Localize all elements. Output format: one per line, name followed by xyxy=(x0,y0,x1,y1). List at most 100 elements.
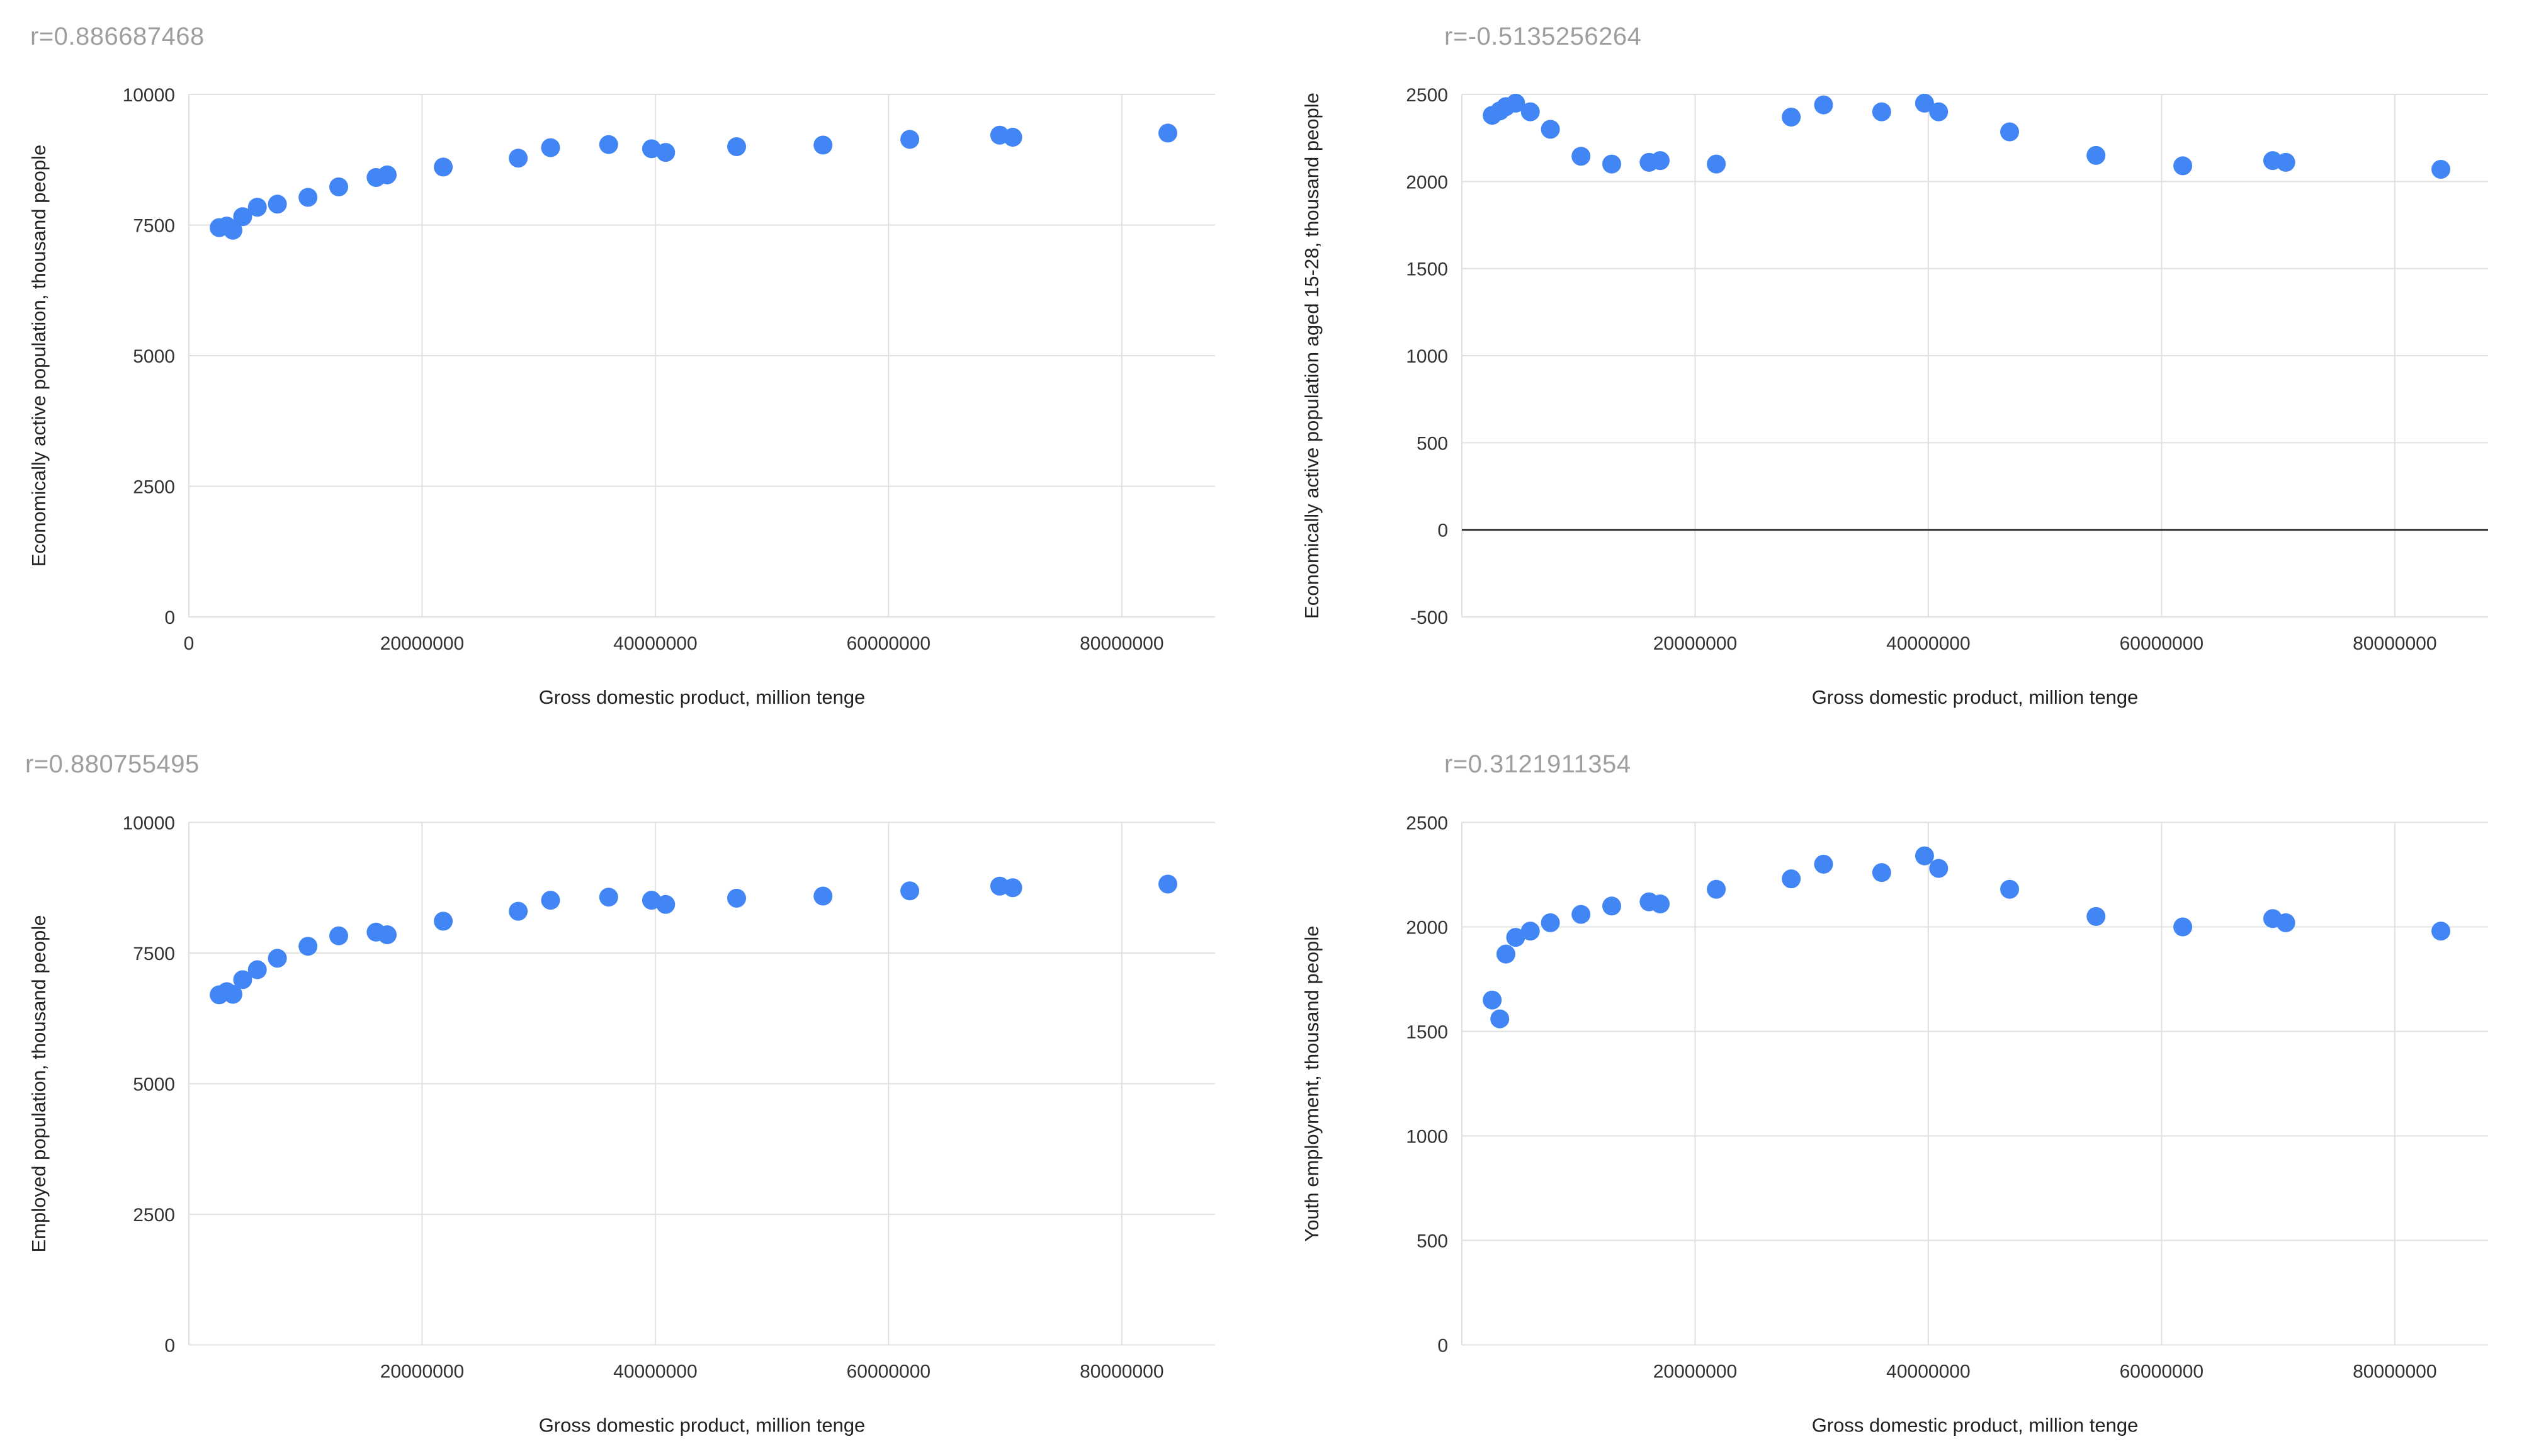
data-point xyxy=(727,888,747,908)
y-tick-label: 2000 xyxy=(1406,918,1448,939)
data-point xyxy=(2173,156,2193,176)
data-point xyxy=(2000,879,2020,899)
data-point xyxy=(813,886,833,906)
x-tick-label: 80000000 xyxy=(1080,633,1163,654)
data-point xyxy=(1707,879,1726,899)
data-point xyxy=(434,157,453,177)
y-tick-label: 1500 xyxy=(1406,259,1448,280)
data-point xyxy=(223,985,242,1004)
data-point xyxy=(329,926,349,945)
data-point xyxy=(1782,869,1801,889)
data-point xyxy=(2000,122,2020,142)
y-axis-title: Youth employment, thousand people xyxy=(1301,925,1323,1241)
data-point xyxy=(541,891,560,910)
x-tick-label: 20000000 xyxy=(380,1362,464,1382)
y-tick-label: 7500 xyxy=(133,944,175,964)
data-point xyxy=(1520,102,1540,121)
data-point xyxy=(509,901,528,921)
data-point xyxy=(1707,154,1726,174)
data-point xyxy=(1929,859,1949,878)
data-point xyxy=(1651,894,1670,913)
data-point xyxy=(1506,93,1525,113)
data-point xyxy=(1541,913,1560,932)
chart-cell-economically-active-youth: -500 0 500 1000 1500 2000 2500 20000000 40000000… xyxy=(1273,0,2546,728)
data-point xyxy=(233,207,252,227)
data-point xyxy=(2431,922,2451,941)
data-point xyxy=(727,137,747,156)
data-point xyxy=(2086,145,2106,165)
x-axis-title: Gross domestic product, million tenge xyxy=(539,686,866,708)
data-point xyxy=(378,165,397,184)
data-point xyxy=(2431,159,2451,179)
data-point xyxy=(1602,896,1622,916)
y-axis-title: Economically active population aged 15-2… xyxy=(1301,93,1323,619)
data-point xyxy=(900,130,920,149)
data-point xyxy=(298,188,318,207)
data-point xyxy=(509,149,528,168)
scatter-chart-economically-active: 0 2500 5000 7500 10000 0 20000000 40000000 60000… xyxy=(28,85,1215,708)
x-tick-label: 80000000 xyxy=(2353,633,2436,654)
x-tick-label: 40000000 xyxy=(613,633,697,654)
data-point xyxy=(2276,913,2295,932)
chart-title: r=0.3121911354 xyxy=(1444,750,1631,778)
x-tick-label: 40000000 xyxy=(1886,1362,1970,1382)
data-point xyxy=(1158,123,1178,143)
y-tick-label: 0 xyxy=(164,607,175,628)
y-tick-label: 5000 xyxy=(133,1075,175,1095)
data-point xyxy=(1158,874,1178,894)
data-point xyxy=(247,960,267,979)
data-point xyxy=(1541,120,1560,139)
data-point xyxy=(2276,152,2295,172)
data-point xyxy=(268,949,287,968)
data-point xyxy=(1872,863,1891,883)
scatter-chart-economically-active-youth: -500 0 500 1000 1500 2000 2500 20000000 40000000… xyxy=(1301,85,2488,708)
scatter-chart-employed-population: 0 2500 5000 7500 10000 20000000 40000000 600000… xyxy=(28,813,1215,1436)
data-point xyxy=(1814,95,1833,115)
x-tick-label: 40000000 xyxy=(1886,633,1970,654)
x-axis-title: Gross domestic product, million tenge xyxy=(1812,1414,2139,1436)
y-tick-label: 1000 xyxy=(1406,1127,1448,1148)
data-point xyxy=(1814,854,1833,874)
x-tick-label: 20000000 xyxy=(1653,1362,1737,1382)
y-tick-label: 0 xyxy=(164,1336,175,1357)
data-point xyxy=(378,925,397,944)
data-point xyxy=(1872,102,1891,121)
data-point xyxy=(2173,917,2193,937)
x-tick-label: 60000000 xyxy=(2120,1362,2204,1382)
y-axis-title: Economically active population, thousand… xyxy=(28,145,50,567)
y-tick-label: 1000 xyxy=(1406,346,1448,367)
data-point xyxy=(1915,846,1934,866)
x-tick-label: 60000000 xyxy=(847,633,931,654)
y-tick-label: 7500 xyxy=(133,216,175,237)
y-tick-label: 500 xyxy=(1417,433,1448,454)
x-tick-label: 0 xyxy=(184,633,195,654)
y-tick-label: 2500 xyxy=(133,1205,175,1226)
y-tick-label: 500 xyxy=(1417,1231,1448,1252)
chart-cell-employed-population: 0 2500 5000 7500 10000 20000000 40000000 600000… xyxy=(0,728,1273,1456)
chart-title: r=0.886687468 xyxy=(30,23,205,50)
data-point xyxy=(1483,990,1502,1010)
data-point xyxy=(1520,922,1540,941)
data-point xyxy=(223,220,242,240)
data-point xyxy=(2086,906,2106,926)
data-point xyxy=(1929,102,1949,121)
data-point xyxy=(900,881,920,901)
data-point xyxy=(329,177,349,196)
y-tick-label: 0 xyxy=(1437,1336,1448,1357)
data-point xyxy=(1651,151,1670,171)
y-tick-label: 2500 xyxy=(1406,813,1448,834)
x-tick-label: 60000000 xyxy=(847,1362,931,1382)
data-point xyxy=(1003,128,1022,147)
x-tick-label: 40000000 xyxy=(613,1362,697,1382)
x-tick-label: 80000000 xyxy=(1080,1362,1163,1382)
x-tick-label: 20000000 xyxy=(1653,633,1737,654)
data-point xyxy=(541,138,560,157)
y-axis-title: Employed population, thousand people xyxy=(28,915,50,1252)
data-point xyxy=(599,888,618,907)
data-point xyxy=(1571,905,1591,924)
data-point xyxy=(656,894,676,914)
y-tick-label: 10000 xyxy=(123,813,175,834)
data-point xyxy=(1003,878,1022,898)
data-point xyxy=(298,937,318,956)
